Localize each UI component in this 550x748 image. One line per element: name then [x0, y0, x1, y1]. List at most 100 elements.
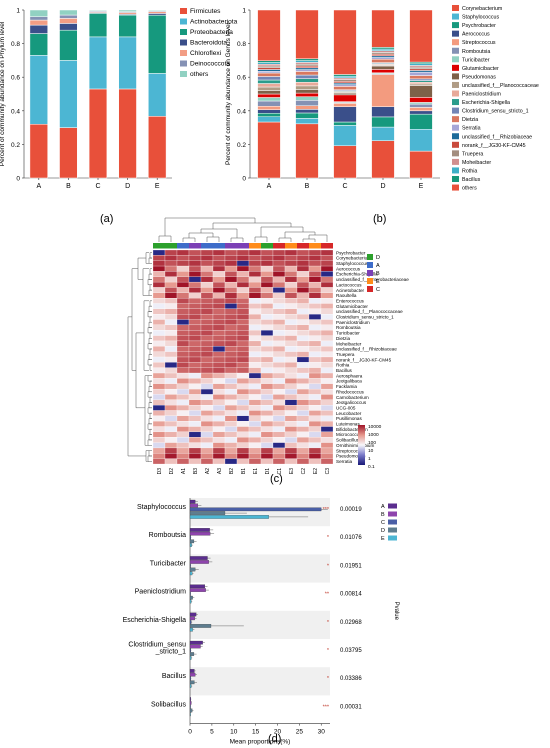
bar-segment	[118, 88, 137, 179]
heatmap-cell	[176, 453, 190, 459]
heatmap-cell	[164, 265, 178, 272]
heatmap-cell	[296, 287, 310, 293]
heatmap-cell	[200, 399, 214, 406]
heatmap-cell	[272, 421, 286, 427]
heatmap-cell	[284, 292, 298, 299]
heatmap-cell	[296, 346, 310, 352]
heatmap-cell	[200, 292, 214, 299]
heatmap-cell	[152, 415, 166, 422]
heatmap-cell	[176, 287, 190, 293]
bar	[189, 627, 193, 632]
heatmap-cell	[284, 314, 298, 320]
bar-segment	[409, 65, 433, 68]
heatmap-cell	[296, 351, 310, 358]
heatmap-cell	[236, 271, 250, 277]
heatmap-cell	[284, 303, 298, 309]
dendrogram-branch	[149, 300, 152, 307]
heatmap-row-label: Streptococcus	[336, 448, 366, 453]
heatmap-cell	[176, 351, 190, 358]
x-tick-label: 15	[252, 729, 260, 736]
heatmap-cell	[164, 356, 178, 363]
bar	[189, 531, 211, 536]
heatmap-cell	[272, 399, 286, 406]
bar-segment	[409, 68, 433, 71]
bar-segment	[295, 62, 319, 65]
bar-segment	[333, 145, 357, 179]
bar-segment	[257, 109, 281, 114]
heatmap-row-label: Aerococcus	[336, 266, 361, 271]
heatmap-cell	[200, 388, 214, 395]
heatmap-cell	[236, 308, 250, 315]
heatmap-cell	[188, 319, 202, 326]
heatmap-cell	[320, 442, 334, 449]
heatmap-cell	[248, 431, 262, 438]
heatmap-cell	[260, 276, 274, 283]
legend-swatch	[180, 29, 187, 35]
heatmap-cell	[224, 340, 238, 347]
bar-segment	[148, 14, 167, 74]
heatmap-cell	[308, 447, 322, 454]
heatmap-cell	[296, 426, 310, 433]
heatmap-row-label: Lactococcus	[336, 282, 362, 287]
heatmap-cell	[164, 249, 178, 256]
heatmap-cell	[248, 281, 262, 288]
bar-segment	[409, 71, 433, 76]
heatmap-cell	[236, 405, 250, 411]
dendrogram-branch	[164, 217, 256, 236]
legend-label: unclassified_f__Planococcaceae	[462, 83, 539, 89]
heatmap-cell	[164, 260, 178, 267]
dendrogram-branch	[148, 338, 152, 344]
pvalue-label: 0.00019	[340, 507, 362, 513]
heatmap-cell	[248, 453, 262, 459]
heatmap-cell	[188, 356, 202, 363]
heatmap-cell	[200, 394, 214, 400]
dendrogram-branch	[148, 434, 152, 441]
heatmap-cell	[212, 292, 226, 299]
heatmap-cell	[296, 298, 310, 304]
heatmap-cell	[164, 378, 178, 384]
bar	[189, 616, 195, 621]
x-tick-label: C	[342, 183, 347, 190]
heatmap-cell	[164, 431, 178, 438]
y-tick-label: 1	[16, 8, 20, 15]
dendrogram-branch	[149, 412, 152, 419]
heatmap-cell	[152, 447, 166, 454]
heatmap-cell	[272, 367, 286, 374]
heatmap-cell	[296, 292, 310, 299]
bar-segment	[333, 103, 357, 107]
bar-segment	[118, 36, 137, 90]
heatmap-cell	[188, 410, 202, 416]
heatmap-cell	[200, 287, 214, 293]
heatmap-cell	[188, 271, 202, 277]
heatmap-cell	[152, 442, 166, 449]
bar-segment	[333, 81, 357, 84]
heatmap-cell	[284, 388, 298, 395]
heatmap-cell	[224, 415, 238, 422]
legend-label: Pseudomonas	[462, 74, 496, 80]
heatmap-cell	[212, 271, 226, 277]
heatmap-cell	[224, 351, 238, 358]
heatmap-cell	[284, 447, 298, 454]
bar-segment	[409, 61, 433, 65]
heatmap-cell	[308, 421, 322, 427]
heatmap-cell	[152, 298, 166, 304]
heatmap-cell	[248, 383, 262, 390]
heatmap-cell	[260, 415, 274, 422]
heatmap-cell	[152, 276, 166, 283]
dendrogram-branch	[308, 234, 328, 242]
heatmap-cell	[272, 340, 286, 347]
bar-segment	[371, 53, 395, 57]
heatmap-cell	[308, 287, 322, 293]
heatmap-cell	[164, 330, 178, 336]
heatmap-cell	[224, 276, 238, 283]
heatmap-cell	[308, 405, 322, 411]
heatmap-row-label: Romboutsia	[336, 325, 361, 330]
colorbar-tick-label: 0.1	[368, 464, 375, 470]
y-tick-label: 0.2	[237, 142, 246, 149]
heatmap-cell	[164, 437, 178, 443]
heatmap-cell	[248, 292, 262, 299]
legend-label: Dietzia	[462, 117, 478, 123]
column-group-strip	[177, 243, 189, 249]
heatmap-cell	[260, 394, 274, 400]
bar	[189, 669, 195, 673]
